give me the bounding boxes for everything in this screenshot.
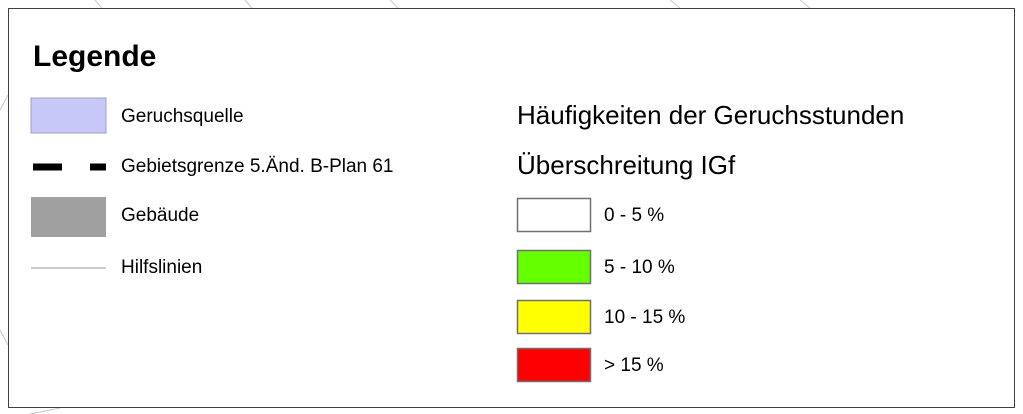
class-label: 5 - 10 % — [604, 257, 675, 278]
classes-heading: Häufigkeiten der Geruchsstunden — [517, 100, 904, 130]
class-label: > 15 % — [604, 355, 664, 376]
legend-item-label: Hilfslinien — [121, 257, 202, 278]
legend-item-label: Gebietsgrenze 5.Änd. B-Plan 61 — [121, 156, 394, 177]
legend-item-label: Geruchsquelle — [121, 106, 244, 127]
class-swatch — [516, 347, 592, 383]
classes-heading: Überschreitung IGf — [517, 150, 736, 180]
legend-swatch — [30, 97, 107, 134]
legend-swatch — [31, 197, 106, 237]
class-swatch — [516, 249, 592, 285]
map-background-lines — [0, 0, 811, 414]
legend-frame — [8, 8, 1015, 408]
class-swatch — [516, 197, 592, 233]
class-label: 10 - 15 % — [604, 307, 685, 328]
class-swatch — [516, 299, 592, 335]
class-label: 0 - 5 % — [604, 205, 664, 226]
legend-item-label: Gebäude — [121, 205, 199, 226]
legend-title: Legende — [33, 40, 156, 73]
